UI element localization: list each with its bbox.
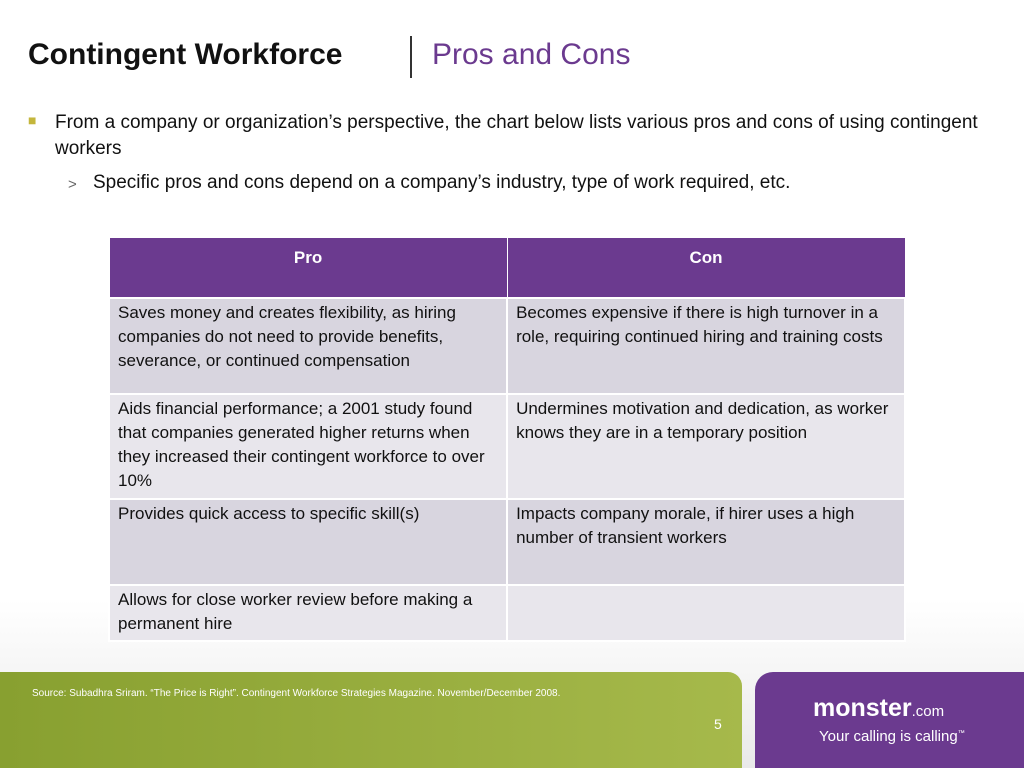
cell: Saves money and creates flexibility, as … — [107, 297, 509, 395]
bullet-marker: ■ — [28, 112, 37, 128]
page-number: 5 — [714, 716, 722, 732]
title-separator — [410, 36, 412, 78]
pros-cons-table: Pro Con Saves money and creates flexibili… — [107, 237, 906, 642]
logo-panel: monster.com Your calling is calling™ — [755, 672, 1024, 768]
sub-bullet: Specific pros and cons depend on a compa… — [93, 172, 791, 193]
cell: Becomes expensive if there is high turno… — [506, 297, 906, 395]
sub-bullet-marker: > — [68, 176, 77, 193]
bullet: From a company or organization’s perspec… — [55, 112, 978, 159]
cell: Undermines motivation and dedication, as… — [506, 393, 906, 500]
tagline-block: Your calling is calling™ — [819, 728, 965, 745]
logo-suffix: .com — [911, 703, 945, 720]
cell: Allows for close worker review before ma… — [107, 584, 509, 642]
subtitle: Pros and Cons — [432, 38, 631, 71]
source: Source: Subadhra Sriram. “The Price is R… — [32, 688, 561, 699]
logo: monster.com — [813, 694, 944, 723]
cell: Impacts company morale, if hirer uses a … — [506, 498, 906, 586]
cell — [506, 584, 906, 642]
column-header: Pro — [108, 237, 508, 299]
footer-band: Source: Subadhra Sriram. “The Price is R… — [0, 672, 742, 768]
title: Contingent Workforce — [28, 38, 343, 71]
cell: Aids financial performance; a 2001 study… — [107, 393, 509, 500]
tagline: Your calling is calling — [819, 728, 958, 745]
cell: Provides quick access to specific skill(… — [107, 498, 509, 586]
column-header: Con — [506, 237, 906, 299]
trademark: ™ — [957, 730, 965, 737]
logo-name: monster — [813, 694, 912, 722]
